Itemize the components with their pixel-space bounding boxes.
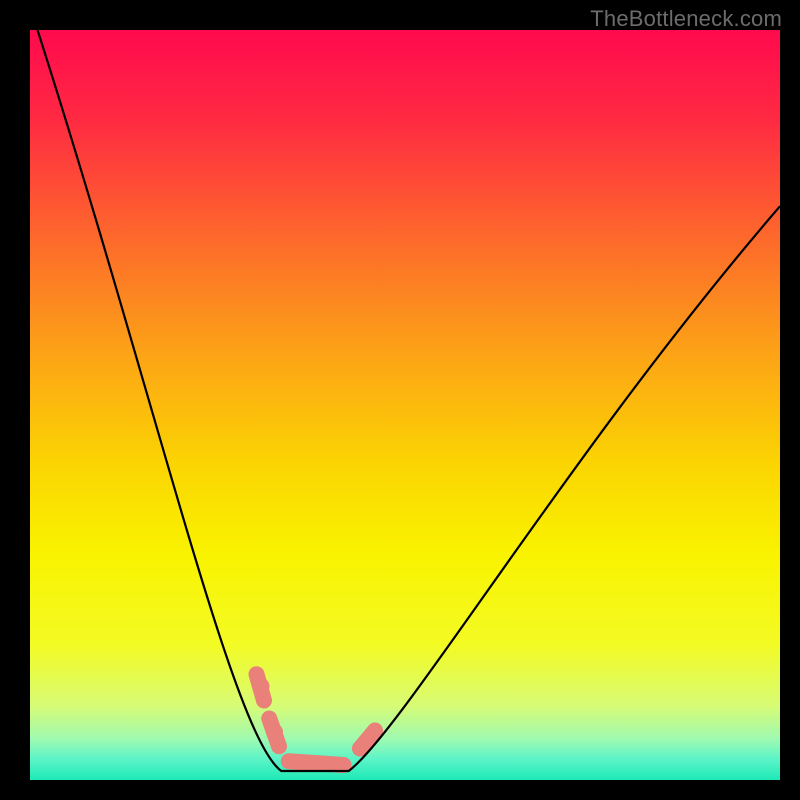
plot-area — [30, 30, 780, 780]
scatter-dot — [253, 678, 270, 695]
credit-label: TheBottleneck.com — [590, 6, 782, 32]
scatter-segment — [289, 761, 344, 765]
gradient-background — [30, 30, 780, 780]
chart-frame: TheBottleneck.com — [0, 0, 800, 800]
scatter-dot — [266, 724, 283, 741]
chart-svg — [30, 30, 780, 780]
